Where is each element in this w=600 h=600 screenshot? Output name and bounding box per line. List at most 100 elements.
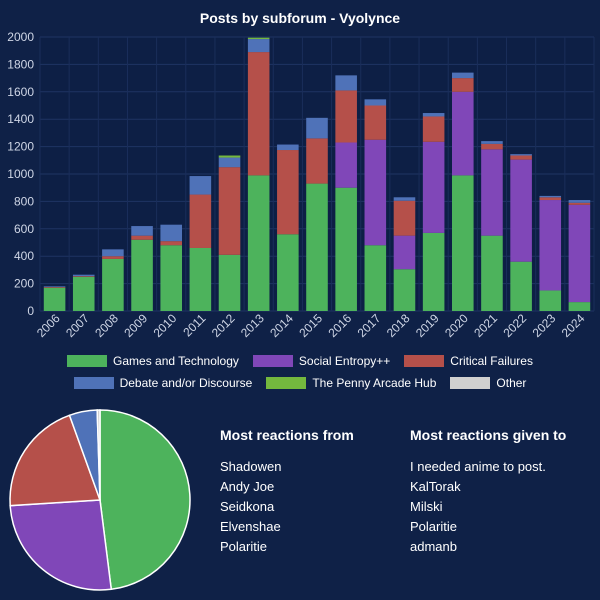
bar-segment[interactable] — [43, 286, 66, 288]
x-tick-label: 2015 — [296, 311, 325, 340]
y-tick-label: 1800 — [7, 57, 34, 71]
bar-segment[interactable] — [218, 167, 241, 255]
bar-segment[interactable] — [189, 194, 212, 248]
bar-segment[interactable] — [102, 258, 124, 311]
bar-segment[interactable] — [306, 138, 328, 184]
bar-segment[interactable] — [393, 200, 416, 236]
bar-segment[interactable] — [160, 241, 182, 246]
bar-segment[interactable] — [393, 197, 416, 201]
bar-segment[interactable] — [131, 235, 153, 240]
legend-swatch — [266, 377, 307, 389]
bar-segment[interactable] — [306, 117, 328, 139]
bar-segment[interactable] — [131, 239, 153, 311]
bar-chart: 0 200 400 600 800 1000 1200 1400 1600 1800 2000 200… — [7, 30, 595, 340]
bar-segment[interactable] — [43, 287, 66, 288]
list-item[interactable]: Elvenshae — [220, 519, 281, 534]
bar-segment[interactable] — [72, 276, 95, 277]
bar-segment[interactable] — [422, 232, 445, 311]
bar-segment[interactable] — [539, 195, 562, 198]
bar-segment[interactable] — [102, 249, 124, 257]
bar-segment[interactable] — [452, 72, 474, 79]
bar-segment[interactable] — [160, 245, 182, 311]
list-item[interactable]: Andy Joe — [220, 479, 275, 494]
list-item[interactable]: Polaritie — [220, 539, 267, 554]
bar-segment[interactable] — [510, 261, 532, 311]
bar-segment[interactable] — [510, 154, 532, 156]
bar-segment[interactable] — [422, 141, 445, 233]
bar-segment[interactable] — [72, 276, 95, 311]
bar-segment[interactable] — [277, 234, 299, 311]
bar-segment[interactable] — [247, 175, 270, 311]
bar-segment[interactable] — [393, 269, 416, 311]
bar-segment[interactable] — [481, 235, 503, 311]
bar-segment[interactable] — [335, 187, 357, 311]
list-item[interactable]: Seidkona — [220, 499, 275, 514]
list-item[interactable]: Milski — [410, 499, 443, 514]
bar-segment[interactable] — [452, 91, 474, 176]
bar-segment[interactable] — [539, 290, 562, 311]
bar-segment[interactable] — [364, 139, 387, 246]
bar-segment[interactable] — [218, 155, 241, 158]
bar-segment[interactable] — [481, 141, 503, 144]
pie-slice[interactable] — [99, 409, 191, 591]
bar-segment[interactable] — [160, 224, 182, 242]
x-tick-label: 2020 — [442, 311, 471, 340]
bar-segment[interactable] — [131, 226, 153, 236]
bar-segment[interactable] — [189, 247, 212, 311]
bar-segment[interactable] — [364, 105, 387, 140]
list-item[interactable]: Shadowen — [220, 459, 282, 474]
bar-segment[interactable] — [481, 143, 503, 150]
bar-segment[interactable] — [422, 116, 445, 142]
bar-segment[interactable] — [247, 52, 270, 176]
x-tick-label: 2006 — [34, 311, 63, 340]
legend-item-critical[interactable]: Critical Failures — [404, 354, 533, 368]
bar-segment[interactable] — [568, 204, 591, 303]
bar-segment[interactable] — [364, 99, 387, 106]
bar-segment[interactable] — [452, 175, 474, 311]
bar-segment[interactable] — [393, 235, 416, 270]
bar-segment[interactable] — [189, 176, 212, 195]
bar-segment[interactable] — [277, 144, 299, 151]
legend-item-debate[interactable]: Debate and/or Discourse — [73, 376, 252, 390]
bar-segment[interactable] — [335, 90, 357, 143]
bar-segment[interactable] — [364, 245, 387, 311]
bar-segment[interactable] — [335, 75, 357, 91]
x-tick-label: 2016 — [325, 311, 354, 340]
y-tick-label: 600 — [14, 222, 34, 236]
bar-segment[interactable] — [306, 183, 328, 311]
bar-segment[interactable] — [510, 155, 532, 160]
bar-segment[interactable] — [102, 256, 124, 259]
legend-item-games[interactable]: Games and Technology — [67, 354, 239, 368]
bar-segment[interactable] — [335, 142, 357, 188]
legend-item-social[interactable]: Social Entropy++ — [252, 354, 390, 368]
legend-label: Other — [496, 376, 527, 390]
pie-slice[interactable] — [9, 499, 113, 591]
reactions-from-list: Shadowen Andy Joe Seidkona Elvenshae Pol… — [220, 457, 354, 557]
list-item[interactable]: KalTorak — [410, 479, 461, 494]
bar-segment[interactable] — [481, 149, 503, 236]
legend-item-other[interactable]: Other — [450, 376, 526, 390]
list-item[interactable]: I needed anime to post. — [410, 459, 546, 474]
list-item[interactable]: Polaritie — [410, 519, 457, 534]
bar-segment[interactable] — [539, 200, 562, 291]
bar-segment[interactable] — [539, 197, 562, 201]
bar-segment[interactable] — [43, 287, 66, 311]
bar-segment[interactable] — [568, 302, 591, 311]
pie-slice[interactable] — [96, 409, 101, 501]
bar-segment[interactable] — [247, 39, 270, 53]
bar-segment[interactable] — [510, 159, 532, 262]
legend-swatch — [252, 355, 293, 367]
bar-segment[interactable] — [452, 78, 474, 92]
bar-segment[interactable] — [422, 113, 445, 117]
x-tick-label: 2024 — [559, 311, 588, 340]
bar-segment[interactable] — [568, 200, 591, 203]
y-tick-label: 400 — [14, 249, 34, 263]
legend-item-penny-arcade[interactable]: The Penny Arcade Hub — [266, 376, 436, 390]
bar-segment[interactable] — [247, 37, 270, 40]
bar-segment[interactable] — [218, 157, 241, 168]
bar-segment[interactable] — [277, 150, 299, 235]
bar-segment[interactable] — [72, 274, 95, 277]
bar-segment[interactable] — [218, 254, 241, 311]
list-item[interactable]: admanb — [410, 539, 457, 554]
bar-segment[interactable] — [568, 202, 591, 205]
